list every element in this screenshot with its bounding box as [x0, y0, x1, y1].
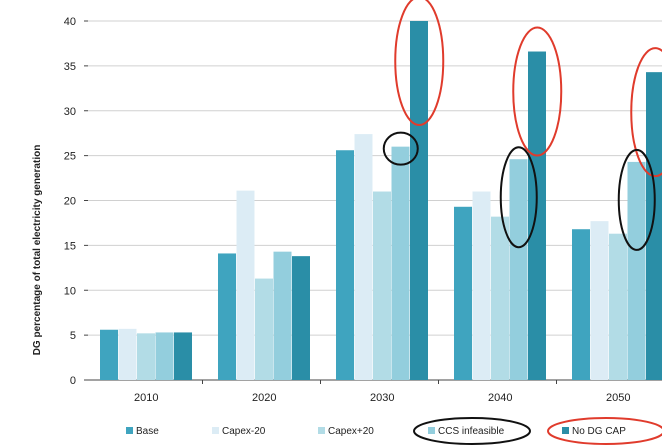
legend-highlight-ellipse [547, 417, 662, 445]
legend-highlight-ellipse [413, 417, 531, 445]
bar-ccs-infeasible-2030 [391, 146, 410, 380]
x-axis-ticks: 2010 2020 2030 2040 2050 [134, 380, 630, 404]
bar-ccs-infeasible-2040 [509, 159, 528, 380]
x-tick-label: 2040 [488, 392, 512, 404]
legend: Base Capex-20 Capex+20 CCS infeasible No DG … [126, 417, 662, 445]
bar-ccs-infeasible-2010 [155, 332, 174, 380]
bar-base-2050 [572, 229, 590, 380]
bar-capex-20-2020 [236, 190, 255, 380]
legend-item-ccs-infeasible: CCS infeasible [413, 417, 531, 445]
bar-capex-20-2010 [118, 328, 137, 380]
y-tick-label: 5 [70, 330, 76, 342]
highlight-ellipse-red [630, 47, 662, 178]
bar-capex-20-2050 [590, 221, 609, 380]
x-tick-label: 2050 [606, 392, 630, 404]
legend-label: Capex+20 [328, 426, 374, 437]
x-tick-label: 2020 [252, 392, 276, 404]
bar-base-2010 [100, 329, 118, 380]
bar-ccs-infeasible-2020 [273, 251, 292, 380]
bar-capex-20-2050 [609, 233, 627, 380]
bar-no-dg-cap-2050 [646, 72, 662, 380]
bars [100, 21, 662, 380]
annotations [382, 0, 662, 251]
bar-base-2030 [336, 150, 354, 380]
legend-label: CCS infeasible [438, 426, 505, 437]
legend-swatch [428, 427, 435, 434]
legend-item-capex-20: Capex-20 [212, 426, 266, 437]
legend-item-no-dg-cap: No DG CAP [547, 417, 662, 445]
legend-swatch [212, 427, 219, 434]
y-tick-label: 30 [64, 106, 76, 118]
y-axis-label: DG percentage of total electricity gener… [32, 145, 43, 356]
bar-base-2020 [218, 253, 236, 380]
highlight-ellipse-red [512, 26, 563, 157]
bar-capex-20-2040 [472, 191, 491, 380]
bar-no-dg-cap-2010 [174, 332, 192, 380]
bar-capex-20-2020 [255, 278, 273, 380]
bar-capex-20-2040 [491, 216, 509, 380]
bar-capex-20-2010 [137, 333, 155, 380]
legend-swatch [318, 427, 325, 434]
legend-label: Base [136, 426, 159, 437]
y-axis: 0 5 10 15 20 25 30 35 40 [64, 16, 88, 387]
y-tick-label: 0 [70, 375, 76, 387]
y-tick-label: 25 [64, 151, 76, 163]
legend-swatch [126, 427, 133, 434]
x-tick-label: 2030 [370, 392, 394, 404]
legend-swatch [562, 427, 569, 434]
legend-label: No DG CAP [572, 426, 626, 437]
highlight-ellipse-red [394, 0, 445, 126]
x-tick-label: 2010 [134, 392, 158, 404]
highlight-ellipse-black [499, 146, 538, 249]
highlight-ellipse-black [382, 131, 419, 166]
y-tick-label: 20 [64, 196, 76, 208]
bar-no-dg-cap-2030 [410, 21, 428, 380]
highlight-ellipse-black [617, 148, 656, 251]
legend-item-capex-20: Capex+20 [318, 426, 374, 437]
bar-capex-20-2030 [373, 191, 391, 380]
y-tick-label: 35 [64, 61, 76, 73]
bar-ccs-infeasible-2050 [627, 161, 646, 380]
y-tick-label: 15 [64, 240, 76, 252]
bar-no-dg-cap-2020 [292, 256, 310, 380]
bar-base-2040 [454, 206, 472, 380]
y-tick-label: 40 [64, 16, 76, 28]
y-tick-label: 10 [64, 285, 76, 297]
legend-label: Capex-20 [222, 426, 266, 437]
bar-no-dg-cap-2040 [528, 51, 546, 380]
bar-capex-20-2030 [354, 134, 373, 380]
legend-item-base: Base [126, 426, 159, 437]
